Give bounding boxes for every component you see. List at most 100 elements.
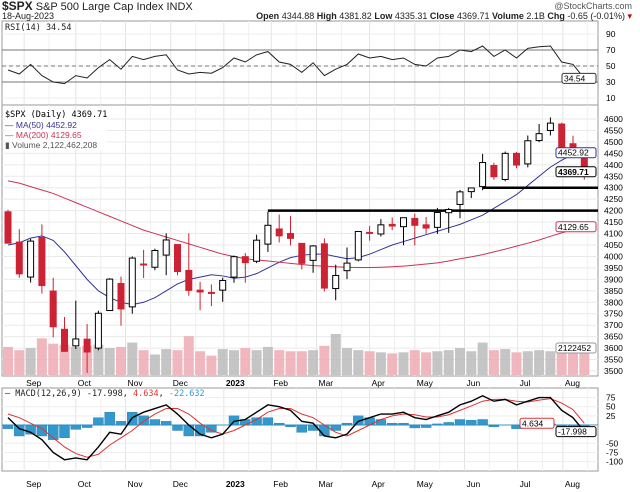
volume-last-tag (555, 342, 597, 354)
volume-bar (568, 353, 578, 375)
macd-histogram-bar (206, 424, 217, 433)
rsi-line (7, 45, 585, 85)
rsi-tick-label: 30 (606, 77, 616, 87)
volume-bar (161, 349, 172, 375)
macd-histogram-bar (454, 419, 466, 426)
volume-bar (240, 348, 251, 375)
volume-bar (409, 350, 420, 375)
date-tick-label: Mar (318, 479, 333, 489)
candle-body (513, 152, 520, 166)
volume-bar (534, 350, 545, 375)
macd-tick-label: -50 (606, 438, 619, 448)
volume-bar (556, 352, 567, 375)
price-last-tag-label: 4369.71 (558, 167, 589, 177)
volume-bar (545, 351, 556, 375)
price-tick-label: 4050 (604, 240, 623, 250)
candle-body (366, 231, 374, 234)
macd-histogram-bar (138, 415, 149, 426)
high-value: 4381.82 (339, 11, 372, 21)
candle-body (241, 256, 249, 264)
macd-tick-label: 25 (606, 411, 616, 421)
candle-body (72, 338, 80, 347)
volume-bar (104, 348, 115, 375)
macd-histogram-bar (296, 424, 307, 433)
macd-histogram-bar (409, 424, 420, 429)
volume-bar (285, 351, 296, 375)
rsi-tick-label: 50 (606, 61, 616, 71)
candle-body (524, 140, 532, 165)
volume-bar (25, 348, 36, 375)
rsi-panel (1, 20, 599, 106)
candle-body (230, 256, 238, 278)
macd-histogram-bar (59, 424, 70, 439)
volume-label: Volume (492, 11, 524, 21)
high-label: High (316, 11, 337, 21)
date-tick-label: Sep (26, 479, 41, 489)
macd-last-tag (555, 426, 597, 438)
date-tick-label: 2023 (226, 479, 245, 489)
candle-body (433, 211, 441, 228)
volume-bar (398, 352, 409, 375)
chart-date: 18-Aug-2023 (2, 11, 55, 21)
date-tick-label: Aug (565, 479, 580, 489)
macd-histogram-bar (36, 424, 48, 437)
volume-bar (296, 351, 307, 375)
volume-bar (3, 346, 13, 375)
date-tick-label: Oct (78, 479, 92, 489)
rsi-tick-label: 90 (606, 29, 616, 39)
macd-histogram-bar (149, 419, 161, 426)
rsi-tick-label: 70 (606, 45, 616, 55)
open-label: Open (256, 11, 280, 21)
volume-bar (70, 346, 81, 375)
open-value: 4344.88 (281, 11, 315, 21)
macd-histogram-bar (398, 422, 409, 426)
candle-body (422, 224, 430, 229)
candle-body (411, 217, 419, 226)
macd-histogram-bar (160, 421, 172, 426)
price-tick-label: 4200 (604, 206, 623, 216)
macd-histogram-bar (466, 420, 477, 426)
volume-bar (195, 351, 206, 375)
candle-body (38, 236, 46, 287)
date-tick-label: Apr (372, 378, 385, 388)
exchange: INDX (166, 1, 193, 13)
candle-body (140, 263, 148, 266)
chg-label: Chg (547, 11, 565, 21)
candle-body (117, 282, 125, 310)
ma50-last-tag-label: 4452.92 (558, 148, 589, 158)
volume-bar (308, 350, 319, 375)
volume-legend-label: Volume 2,122,462,208 (12, 140, 98, 150)
volume-bar (116, 346, 126, 375)
price-tick-label: 4100 (604, 229, 623, 239)
macd-tick-label: 50 (606, 402, 616, 412)
candle-body (162, 239, 170, 256)
candle-body (546, 122, 554, 131)
rsi-last-tag-label: 34.54 (564, 73, 586, 83)
candle-body (27, 240, 35, 278)
date-tick-label: 2023 (226, 378, 245, 388)
date-tick-label: Mar (318, 378, 333, 388)
macd-histogram-bar (307, 424, 319, 431)
volume-bar (353, 350, 364, 375)
price-tick-label: 3550 (604, 355, 623, 365)
macd-title: MACD(12,26,9) (15, 389, 82, 399)
candle-body (501, 152, 509, 180)
candle-body (106, 278, 114, 312)
symbol: $SPX (2, 0, 33, 13)
candle-body (388, 223, 396, 227)
volume-bar (432, 351, 443, 375)
volume-bar (375, 352, 386, 375)
date-tick-label: Jun (467, 378, 481, 388)
macd-histogram-bar (488, 424, 500, 428)
macd-histogram-bar (387, 422, 398, 426)
candle-body (558, 123, 566, 148)
volume-bar (138, 350, 149, 375)
macd-tick-label: -100 (606, 457, 623, 467)
date-tick-label: May (417, 378, 434, 388)
macd-histogram-bar (375, 419, 387, 426)
price-last-tag (555, 166, 597, 178)
volume-bar (342, 348, 352, 375)
price-tick-label: 3700 (604, 320, 623, 330)
candle-body (4, 211, 12, 244)
